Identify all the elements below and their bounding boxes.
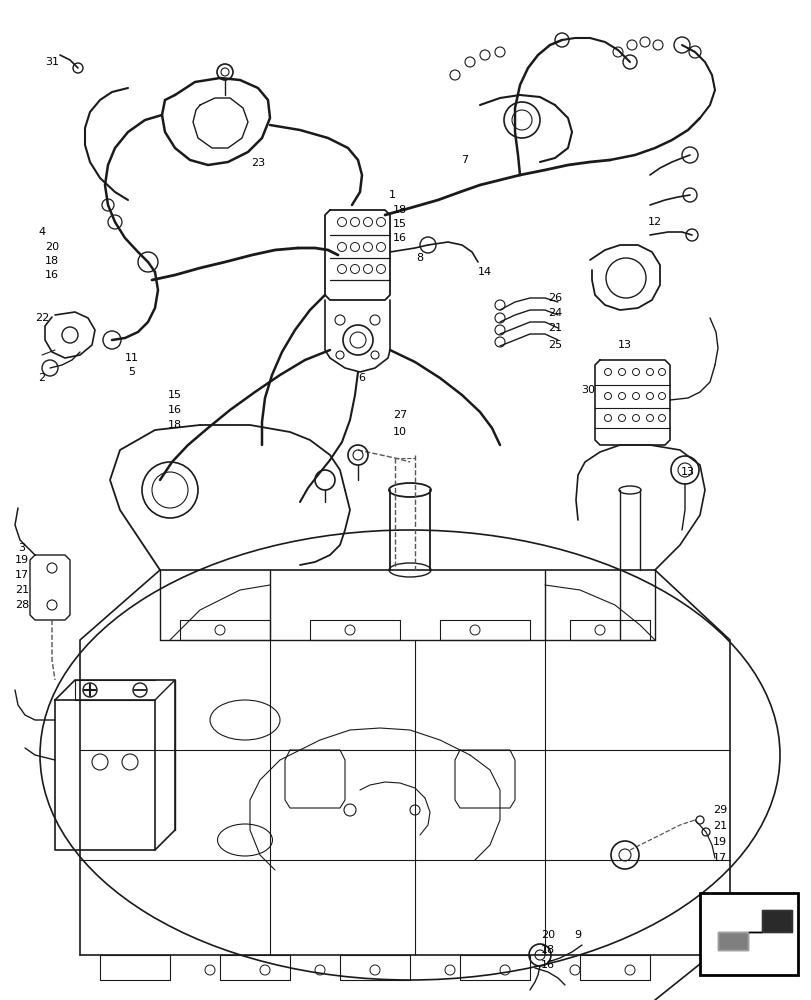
Text: 17: 17 (15, 570, 29, 580)
Text: 16: 16 (540, 960, 554, 970)
Text: 18: 18 (45, 256, 59, 266)
Text: 20: 20 (45, 242, 59, 252)
Text: 26: 26 (547, 293, 561, 303)
Text: 8: 8 (416, 253, 423, 263)
Text: 14: 14 (478, 267, 491, 277)
Text: 15: 15 (393, 219, 406, 229)
Text: 23: 23 (251, 158, 264, 168)
Text: 19: 19 (15, 555, 29, 565)
Polygon shape (717, 932, 747, 950)
Text: 16: 16 (168, 405, 182, 415)
Text: 15: 15 (168, 390, 182, 400)
Text: 7: 7 (461, 155, 468, 165)
Text: 19: 19 (712, 837, 726, 847)
Text: 31: 31 (45, 57, 59, 67)
Polygon shape (761, 910, 791, 932)
Text: 11: 11 (125, 353, 139, 363)
Text: 13: 13 (680, 467, 694, 477)
Text: 13: 13 (617, 340, 631, 350)
Text: 3: 3 (19, 543, 25, 553)
Text: 30: 30 (581, 385, 594, 395)
Text: 18: 18 (168, 420, 182, 430)
Text: 10: 10 (393, 427, 406, 437)
Text: 20: 20 (540, 930, 555, 940)
Text: 6: 6 (358, 373, 365, 383)
Text: 21: 21 (712, 821, 726, 831)
Text: 9: 9 (573, 930, 581, 940)
Text: 29: 29 (712, 805, 726, 815)
Text: 22: 22 (35, 313, 49, 323)
Text: 2: 2 (38, 373, 45, 383)
Text: 18: 18 (540, 945, 555, 955)
Text: 16: 16 (393, 233, 406, 243)
Text: 16: 16 (45, 270, 59, 280)
Text: 18: 18 (393, 205, 406, 215)
Text: 28: 28 (15, 600, 29, 610)
Text: 17: 17 (712, 853, 726, 863)
Text: 12: 12 (647, 217, 661, 227)
Text: 21: 21 (15, 585, 29, 595)
Text: 27: 27 (393, 410, 406, 420)
Polygon shape (717, 910, 791, 950)
Text: 5: 5 (128, 367, 135, 377)
Text: 21: 21 (547, 323, 561, 333)
Text: 25: 25 (547, 340, 561, 350)
Text: 1: 1 (388, 190, 395, 200)
Bar (699, 893, 797, 975)
Text: 24: 24 (547, 308, 561, 318)
Text: 4: 4 (38, 227, 45, 237)
